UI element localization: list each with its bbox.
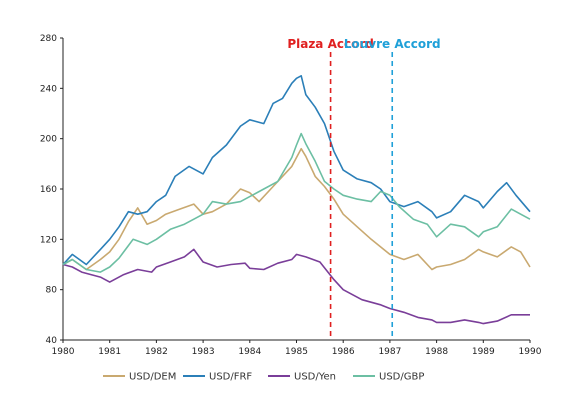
x-tick-label: 1982 (145, 347, 168, 357)
legend-label-usd-dem: USD/DEM (129, 372, 176, 383)
x-tick-label: 1990 (519, 347, 542, 357)
x-tick-label: 1983 (192, 347, 215, 357)
series-line-usd-frf (62, 75, 531, 266)
annotation-label-louvre-accord: Louvre Accord (344, 37, 441, 51)
y-tick-label: 40 (46, 336, 58, 346)
x-tick-label: 1985 (285, 347, 308, 357)
legend: USD/DEM USD/FRF USD/Yen USD/GBP (103, 372, 424, 383)
series-line-usd-dem (62, 147, 531, 271)
annotation-label-plaza-accord: Plaza Accord (287, 37, 374, 51)
y-tick-label: 80 (46, 286, 58, 296)
x-tick-label: 1988 (425, 347, 448, 357)
y-tick-label: 160 (40, 185, 57, 195)
series-lines (62, 75, 531, 325)
legend-label-usd-yen: USD/Yen (294, 372, 336, 383)
series-line-usd-gbp (62, 132, 531, 273)
legend-label-usd-gbp: USD/GBP (379, 372, 424, 383)
x-tick-label: 1989 (472, 347, 495, 357)
axes: 40 80 120 160 200 240 280 1980 1981 1982 1983 1984 1… (40, 34, 542, 357)
y-tick-label: 120 (40, 235, 57, 245)
y-tick-label: 280 (40, 34, 57, 44)
x-tick-label: 1981 (98, 347, 121, 357)
x-tick-label: 1987 (378, 347, 401, 357)
y-tick-label: 240 (40, 84, 57, 94)
y-tick-label: 200 (40, 135, 57, 145)
x-tick-label: 1984 (238, 347, 261, 357)
x-tick-label: 1986 (332, 347, 355, 357)
x-tick-label: 1980 (52, 347, 75, 357)
series-line-usd-yen (62, 248, 530, 325)
legend-label-usd-frf: USD/FRF (209, 372, 252, 383)
